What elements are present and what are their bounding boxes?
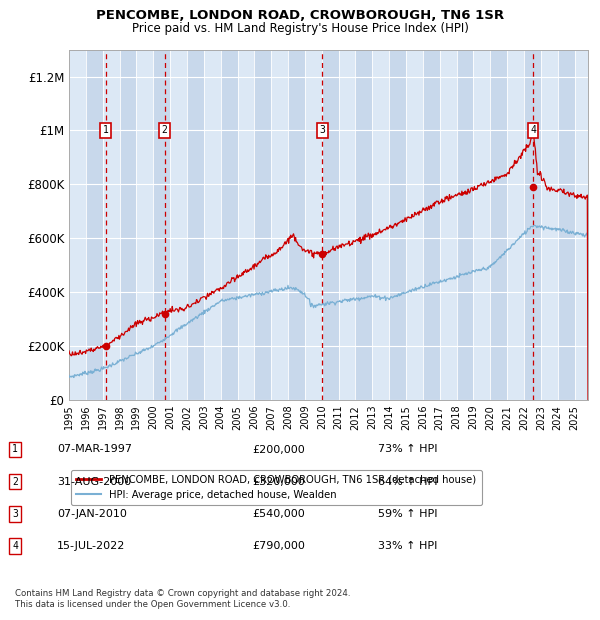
Bar (305, 50, 322, 400)
Bar (490, 50, 507, 400)
Text: 4: 4 (12, 541, 18, 551)
Bar (69, 50, 86, 400)
Bar (204, 50, 221, 400)
Text: 1: 1 (12, 445, 18, 454)
Text: PENCOMBE, LONDON ROAD, CROWBOROUGH, TN6 1SR: PENCOMBE, LONDON ROAD, CROWBOROUGH, TN6 … (96, 9, 504, 22)
Bar (254, 50, 271, 400)
Text: £320,000: £320,000 (252, 477, 305, 487)
Text: 3: 3 (319, 125, 325, 135)
Bar (119, 50, 136, 400)
Text: 07-JAN-2010: 07-JAN-2010 (57, 509, 127, 519)
Bar (473, 50, 490, 400)
Text: Price paid vs. HM Land Registry's House Price Index (HPI): Price paid vs. HM Land Registry's House … (131, 22, 469, 35)
Text: 1: 1 (103, 125, 109, 135)
Bar (406, 50, 423, 400)
Bar (389, 50, 406, 400)
Text: 73% ↑ HPI: 73% ↑ HPI (378, 445, 437, 454)
Text: Contains HM Land Registry data © Crown copyright and database right 2024.
This d: Contains HM Land Registry data © Crown c… (15, 590, 350, 609)
Text: 3: 3 (12, 509, 18, 519)
Bar (592, 50, 600, 400)
Bar (288, 50, 305, 400)
Text: 2: 2 (12, 477, 18, 487)
Bar (170, 50, 187, 400)
Bar (355, 50, 373, 400)
Bar (153, 50, 170, 400)
Bar (423, 50, 440, 400)
Bar (86, 50, 103, 400)
Text: 07-MAR-1997: 07-MAR-1997 (57, 445, 132, 454)
Bar (271, 50, 288, 400)
Legend: PENCOMBE, LONDON ROAD, CROWBOROUGH, TN6 1SR (detached house), HPI: Average price: PENCOMBE, LONDON ROAD, CROWBOROUGH, TN6 … (71, 470, 482, 505)
Text: 15-JUL-2022: 15-JUL-2022 (57, 541, 125, 551)
Text: £540,000: £540,000 (252, 509, 305, 519)
Bar (187, 50, 204, 400)
Text: £200,000: £200,000 (252, 445, 305, 454)
Text: 2: 2 (161, 125, 167, 135)
Bar (507, 50, 524, 400)
Text: 64% ↑ HPI: 64% ↑ HPI (378, 477, 437, 487)
Bar (557, 50, 575, 400)
Bar (457, 50, 473, 400)
Bar (221, 50, 238, 400)
Bar (524, 50, 541, 400)
Bar (238, 50, 254, 400)
Text: 31-AUG-2000: 31-AUG-2000 (57, 477, 131, 487)
Text: 4: 4 (530, 125, 536, 135)
Bar (440, 50, 457, 400)
Text: £790,000: £790,000 (252, 541, 305, 551)
Bar (373, 50, 389, 400)
Text: 59% ↑ HPI: 59% ↑ HPI (378, 509, 437, 519)
Bar (575, 50, 592, 400)
Text: 33% ↑ HPI: 33% ↑ HPI (378, 541, 437, 551)
Bar (541, 50, 557, 400)
Bar (322, 50, 338, 400)
Bar (103, 50, 119, 400)
Bar (338, 50, 355, 400)
Bar (136, 50, 153, 400)
